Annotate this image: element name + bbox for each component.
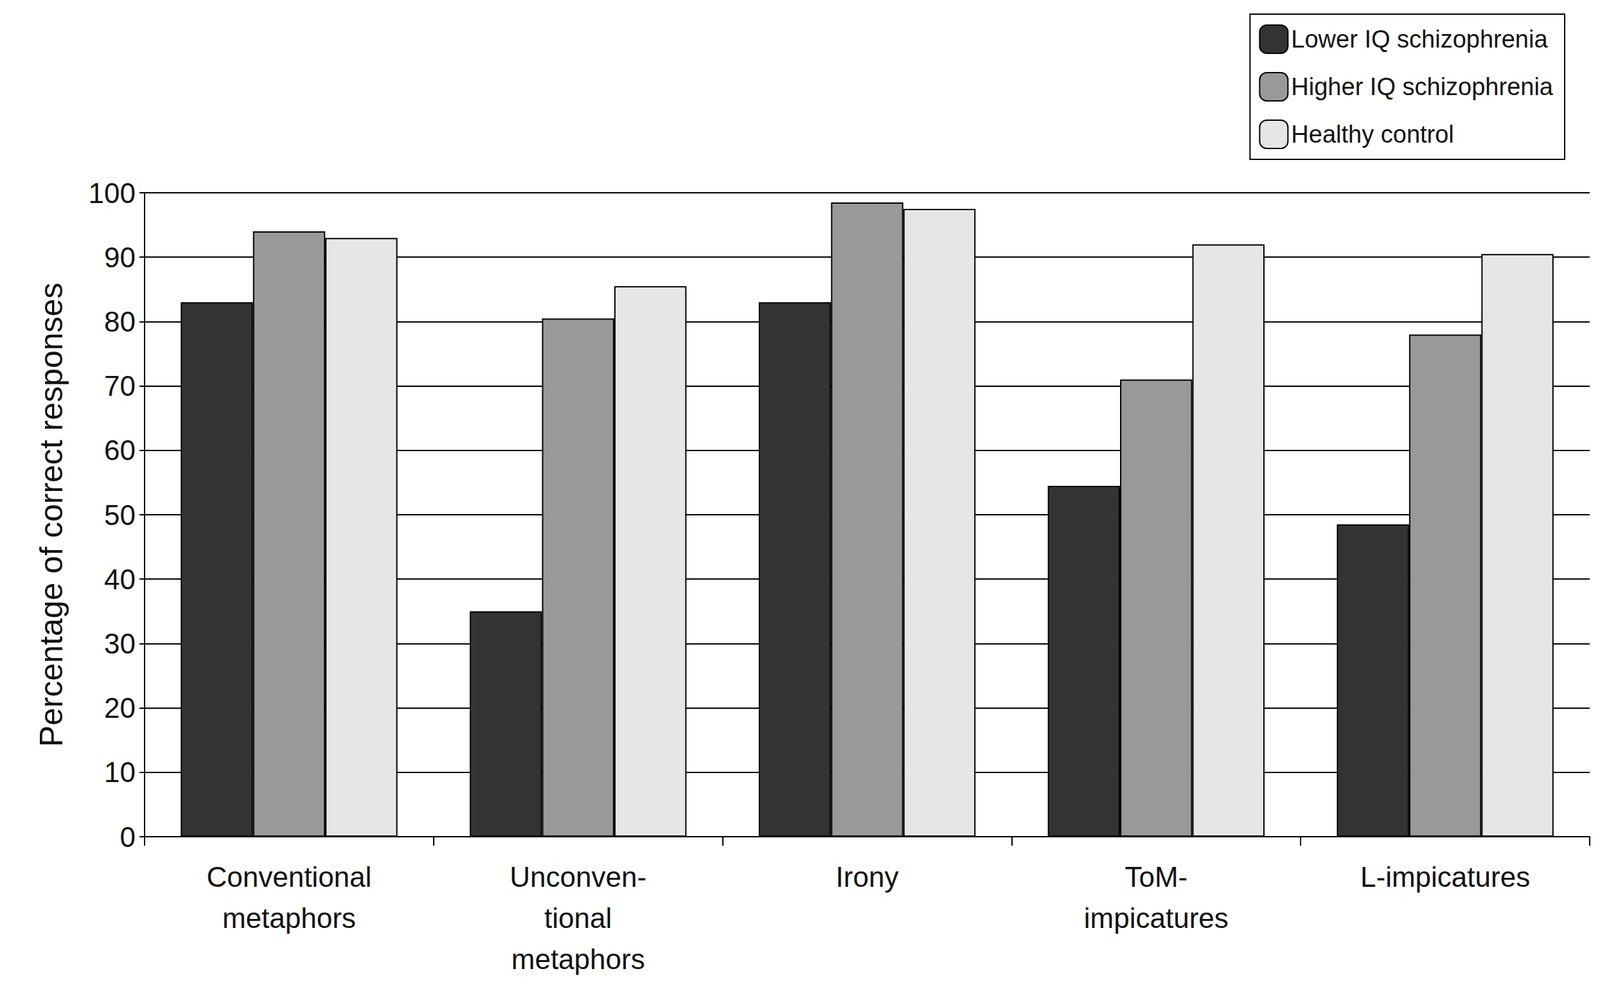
svg-text:Percentage of correct response: Percentage of correct responses [33, 282, 70, 748]
svg-text:tional: tional [544, 902, 612, 934]
svg-text:Conventional: Conventional [206, 861, 372, 893]
svg-text:10: 10 [104, 756, 136, 788]
svg-text:20: 20 [104, 692, 136, 724]
svg-text:90: 90 [104, 241, 136, 274]
svg-text:60: 60 [104, 434, 136, 466]
svg-text:70: 70 [104, 370, 136, 402]
svg-text:0: 0 [120, 821, 136, 853]
svg-text:Lower IQ schizophrenia: Lower IQ schizophrenia [1290, 25, 1548, 53]
svg-text:Unconven-: Unconven- [509, 861, 647, 893]
svg-text:50: 50 [104, 499, 136, 531]
svg-text:ToM-: ToM- [1124, 861, 1188, 893]
svg-text:L-impicatures: L-impicatures [1360, 861, 1530, 893]
svg-text:Healthy control: Healthy control [1290, 120, 1454, 148]
svg-text:100: 100 [88, 177, 136, 209]
svg-text:impicatures: impicatures [1084, 902, 1229, 934]
svg-text:Irony: Irony [835, 861, 899, 893]
svg-text:metaphors: metaphors [511, 943, 646, 975]
svg-text:Higher IQ schizophrenia: Higher IQ schizophrenia [1290, 73, 1554, 101]
svg-text:40: 40 [104, 563, 136, 596]
svg-text:metaphors: metaphors [222, 902, 356, 934]
svg-text:30: 30 [104, 627, 136, 660]
svg-text:80: 80 [104, 305, 136, 338]
